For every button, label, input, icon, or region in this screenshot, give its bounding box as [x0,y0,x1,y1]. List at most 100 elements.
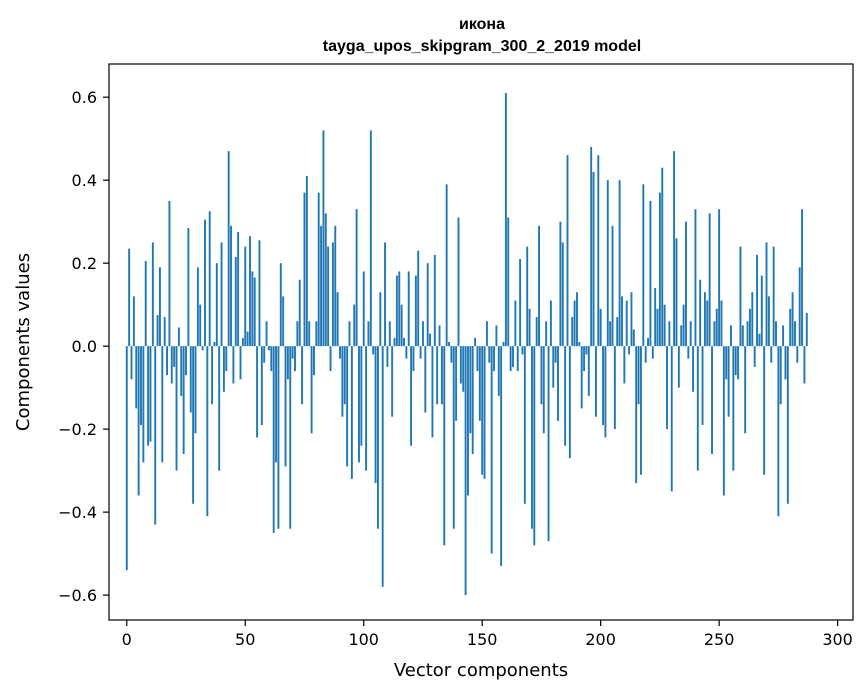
bar-component-175 [540,346,543,405]
bar-component-124 [419,346,422,359]
x-tick-label-100: 100 [348,630,379,649]
bar-component-249 [715,308,718,347]
bar-component-181 [554,346,557,363]
bar-component-61 [270,346,273,372]
bar-component-0 [125,346,128,571]
bar-component-180 [552,346,555,388]
bar-component-5 [137,346,140,496]
bar-component-120 [410,346,413,446]
bar-component-269 [763,346,766,475]
bar-component-191 [578,342,581,347]
bar-component-196 [590,146,593,347]
bar-component-126 [424,346,427,413]
bar-component-6 [140,346,142,425]
bar-component-92 [343,346,346,405]
bar-component-115 [398,271,401,347]
bar-component-137 [450,346,453,363]
bar-component-101 [365,346,368,471]
bar-component-12 [154,346,157,525]
bar-component-227 [663,304,666,347]
y-tick-label-2: −0.2 [58,420,97,439]
bar-component-261 [744,346,747,434]
bar-component-90 [339,346,341,359]
bar-component-110 [386,346,389,367]
bar-component-130 [433,254,436,347]
bar-component-3 [132,296,135,347]
bar-component-186 [566,155,569,347]
bar-component-266 [756,254,758,347]
bar-component-182 [557,346,559,421]
x-tick-label-250: 250 [704,630,735,649]
bar-component-203 [606,180,609,347]
bar-component-42 [225,346,228,372]
bar-component-208 [618,180,621,347]
bar-component-223 [654,288,657,347]
bar-component-148 [476,346,479,372]
bar-component-127 [426,263,429,347]
bar-component-173 [535,317,538,347]
bar-component-85 [327,246,330,347]
bar-component-87 [331,242,334,347]
bar-component-113 [393,337,396,347]
bar-component-188 [571,317,574,347]
bar-component-32 [201,346,204,351]
bar-component-107 [379,292,382,347]
bar-component-258 [737,346,740,380]
x-axis-ticks: 0 50 100 150 200 250 300 [122,620,853,649]
bar-component-250 [718,209,721,347]
chart-subtitle: tayga_upos_skipgram_300_2_2019 model [323,38,641,55]
bar-component-190 [576,292,578,347]
bar-component-251 [720,300,723,347]
bar-component-287 [805,312,808,347]
bar-component-233 [677,346,680,388]
bar-component-146 [471,346,474,455]
bar-component-189 [573,300,576,347]
bar-component-31 [199,304,202,347]
bar-component-254 [727,346,730,417]
bar-component-91 [341,346,344,417]
bar-component-48 [239,346,242,380]
x-tick-label-300: 300 [822,630,853,649]
bar-component-51 [246,331,249,347]
bar-component-56 [258,240,261,347]
bar-component-204 [609,321,612,347]
bar-component-140 [457,217,460,347]
bar-component-45 [232,346,235,384]
bar-component-162 [509,346,512,372]
bar-component-270 [765,242,768,347]
bar-component-123 [417,250,420,347]
bar-component-43 [227,151,230,347]
bar-component-278 [784,346,787,380]
bar-component-138 [452,346,455,529]
bar-component-57 [260,346,263,425]
bar-component-131 [436,346,439,405]
bar-component-122 [414,275,417,347]
bar-component-164 [514,300,517,347]
bar-component-55 [256,346,259,438]
bar-component-94 [348,321,351,347]
bar-component-280 [789,308,792,347]
bar-component-33 [204,219,206,347]
x-tick-label-50: 50 [235,630,255,649]
bar-component-183 [559,221,562,347]
chart-title: икона [459,16,505,33]
bar-component-36 [211,346,214,405]
bar-component-119 [407,271,410,347]
bar-component-172 [533,346,536,546]
bar-component-28 [192,346,195,504]
bar-component-193 [583,346,586,372]
bar-component-185 [564,346,567,446]
bar-component-285 [801,209,804,347]
bar-component-7 [142,346,145,463]
bar-component-93 [346,346,349,467]
bar-component-81 [317,192,320,347]
bar-component-95 [350,346,353,479]
bar-component-77 [308,321,311,347]
bar-component-70 [291,346,294,359]
bar-component-75 [303,192,306,347]
bar-component-156 [495,325,498,347]
bar-component-234 [680,325,683,347]
bar-component-27 [189,346,192,413]
bar-component-63 [275,346,277,463]
bar-component-29 [194,346,197,434]
